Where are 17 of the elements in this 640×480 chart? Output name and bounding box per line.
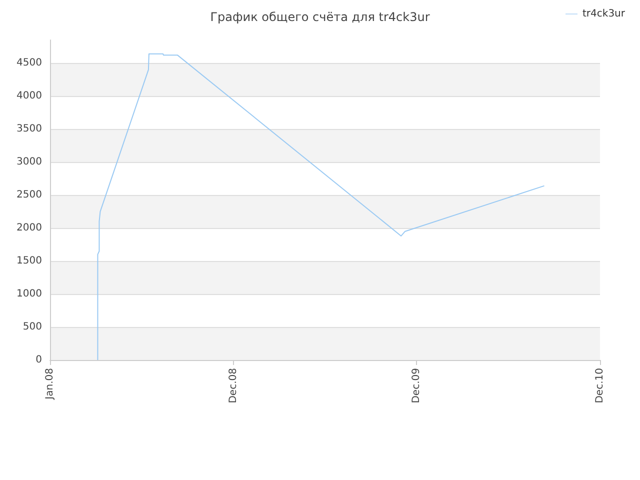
y-tick-label: 4000 bbox=[16, 90, 42, 102]
y-tick-label: 1000 bbox=[16, 288, 42, 300]
line-series bbox=[97, 53, 545, 360]
y-tick-label: 4500 bbox=[16, 58, 42, 69]
x-tick-label: Dec.09 bbox=[411, 368, 422, 404]
y-tick-label: 3000 bbox=[16, 156, 42, 168]
y-tick-label: 3500 bbox=[16, 124, 42, 135]
legend-label: tr4ck3ur bbox=[582, 8, 626, 20]
x-tick-label: Dec.08 bbox=[228, 368, 239, 404]
y-tick-label: 500 bbox=[22, 322, 42, 333]
y-tick-label: 1500 bbox=[16, 256, 42, 267]
y-tick-label: 2500 bbox=[16, 190, 42, 201]
x-tick-label: Jan.08 bbox=[44, 368, 56, 400]
chart-title: График общего счёта для tr4ck3ur bbox=[210, 10, 430, 24]
y-tick-label: 0 bbox=[36, 354, 42, 366]
y-tick-label: 2000 bbox=[16, 222, 42, 234]
x-tick-label: Dec.10 bbox=[594, 368, 606, 404]
